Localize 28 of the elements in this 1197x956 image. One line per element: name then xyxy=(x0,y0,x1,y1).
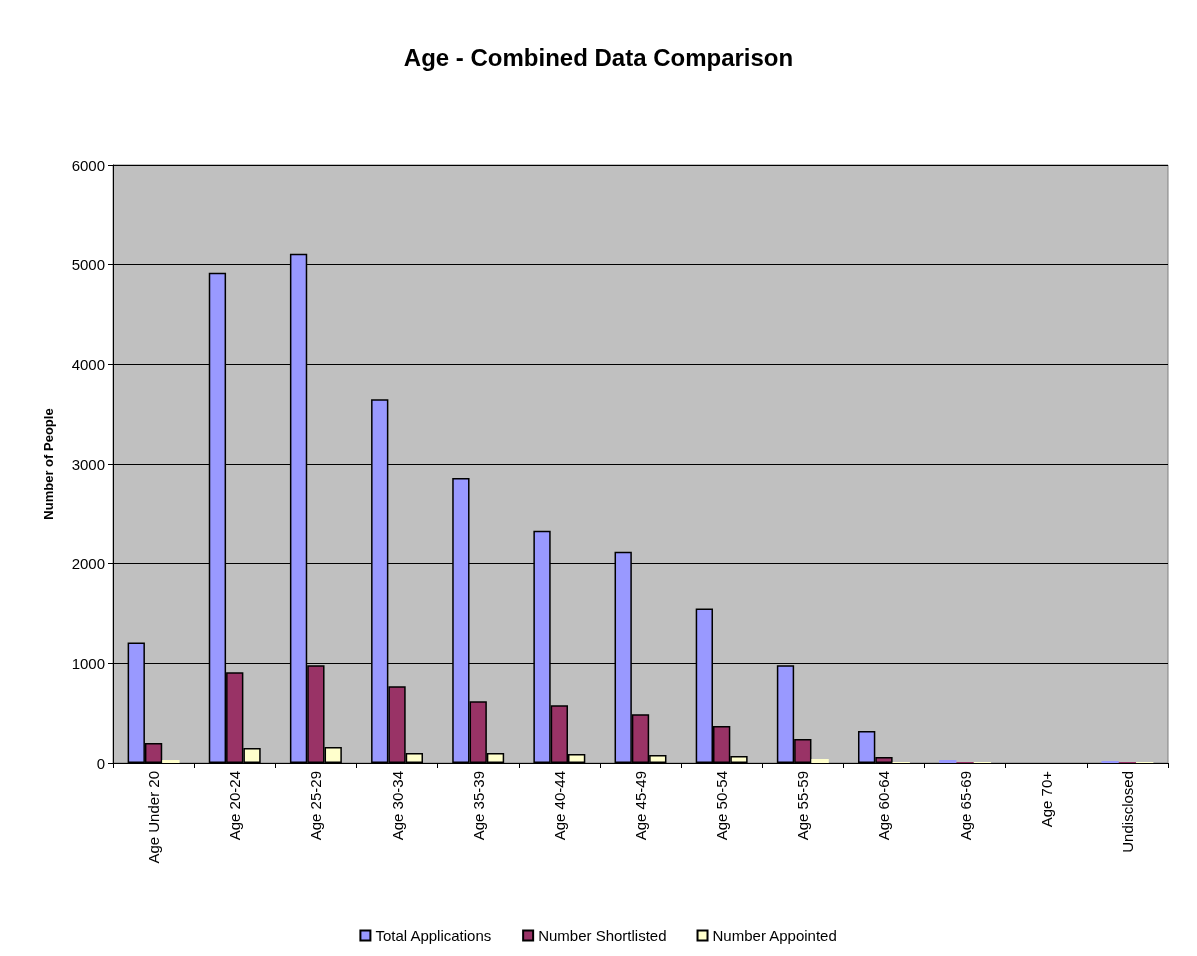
x-tick-label: Age 20-24 xyxy=(226,771,244,841)
y-tick-label: 4000 xyxy=(71,355,105,373)
bar xyxy=(162,760,180,763)
legend-label: Number Shortlisted xyxy=(538,927,667,944)
x-tick-label: Age 30-34 xyxy=(388,771,406,841)
bar xyxy=(811,759,829,763)
x-tick-label: Age 65-69 xyxy=(956,771,974,841)
y-tick-label: 0 xyxy=(96,754,105,772)
legend-label: Total Applications xyxy=(375,927,492,944)
x-tick-label: Age 60-64 xyxy=(875,771,893,841)
x-tick-label: Age 40-44 xyxy=(550,771,568,841)
y-axis-title: Number of People xyxy=(41,408,56,520)
x-tick-label: Age Under 20 xyxy=(145,771,163,864)
chart-title: Age - Combined Data Comparison xyxy=(403,43,794,71)
y-tick-label: 6000 xyxy=(71,156,105,174)
y-tick-label: 2000 xyxy=(71,555,105,573)
x-tick-label: Undisclosed xyxy=(1118,771,1136,853)
legend-label: Number Appointed xyxy=(712,927,837,944)
x-tick-label: Age 50-54 xyxy=(713,771,731,841)
x-tick-label: Age 35-39 xyxy=(469,771,487,841)
x-tick-label: Age 25-29 xyxy=(307,771,325,841)
y-tick-label: 3000 xyxy=(71,455,105,473)
x-tick-label: Age 55-59 xyxy=(794,771,812,841)
x-tick-label: Age 45-49 xyxy=(632,771,649,841)
x-tick-label: Age 70+ xyxy=(1037,770,1055,828)
y-tick-label: 1000 xyxy=(71,654,105,672)
y-tick-label: 5000 xyxy=(71,256,105,274)
bar xyxy=(939,760,957,763)
